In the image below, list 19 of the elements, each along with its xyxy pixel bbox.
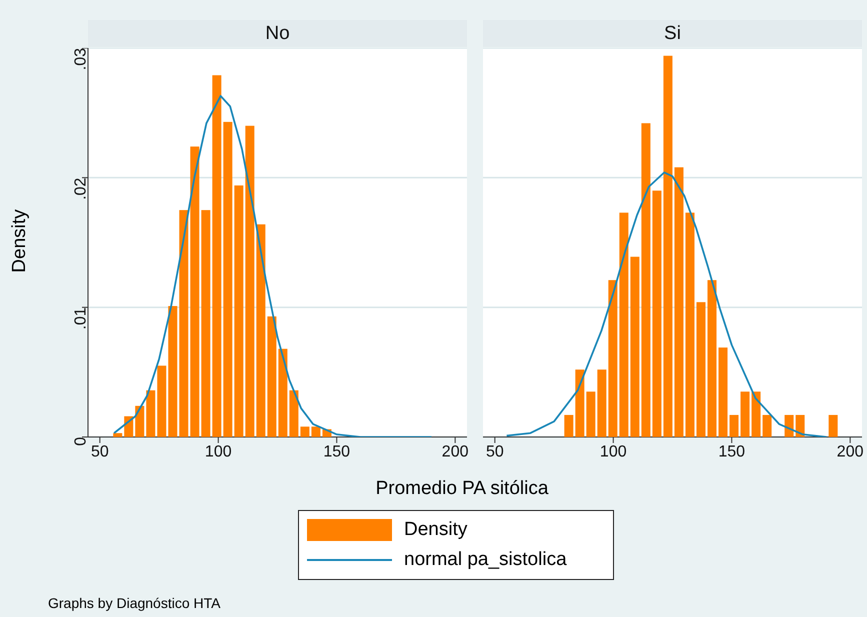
chart-title: Si: [483, 20, 862, 47]
y-tick-label: 0: [72, 436, 90, 446]
x-tick-label: 200: [442, 443, 469, 460]
x-tick-label: 50: [90, 443, 109, 460]
y-tick-label: .01: [72, 307, 90, 330]
chart-title: No: [88, 20, 467, 47]
y-axis-title: Density: [9, 208, 31, 275]
x-tick-label: 100: [600, 443, 627, 460]
x-tick-label: 50: [486, 443, 504, 460]
text: Graphs by Diagnóstico HTA: [48, 595, 220, 611]
x-axis-title: Promedio PA sitólica: [374, 478, 550, 500]
x-tick-label: 200: [836, 443, 864, 460]
x-tick-label: 150: [323, 443, 350, 460]
y-tick-label: .02: [72, 178, 90, 200]
legend-label: normal pa_sistolica: [404, 549, 567, 571]
x-tick-label: 100: [204, 443, 232, 460]
y-tick-label: .03: [72, 48, 90, 70]
x-tick-label: 150: [718, 443, 746, 460]
legend-label: Density: [404, 519, 468, 541]
